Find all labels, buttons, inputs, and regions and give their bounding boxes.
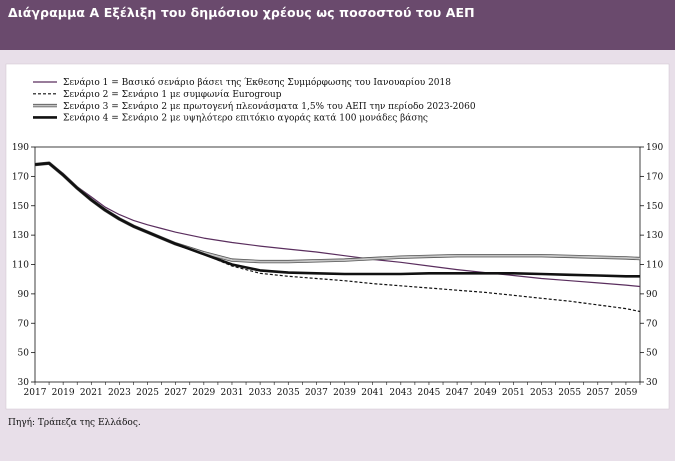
y-tick-label-right: 50 bbox=[646, 349, 658, 359]
y-tick-label-left: 170 bbox=[12, 172, 29, 182]
x-tick-label: 2021 bbox=[80, 388, 103, 398]
title-bar: Διάγραμμα Α Εξέλιξη του δημόσιου χρέους … bbox=[0, 0, 675, 50]
x-tick-label: 2059 bbox=[614, 388, 637, 398]
x-tick-label: 2057 bbox=[586, 388, 609, 398]
x-tick-label: 2043 bbox=[389, 388, 412, 398]
y-tick-label-right: 130 bbox=[646, 231, 663, 241]
x-tick-label: 2053 bbox=[530, 388, 553, 398]
x-tick-label: 2017 bbox=[24, 388, 47, 398]
y-tick-label-right: 70 bbox=[646, 319, 658, 329]
x-tick-label: 2019 bbox=[52, 388, 75, 398]
legend: Σενάριο 1 = Βασικό σενάριο βάσει της Έκθ… bbox=[33, 77, 476, 124]
y-tick-label-left: 90 bbox=[18, 290, 30, 300]
x-tick-label: 2049 bbox=[474, 388, 497, 398]
y-tick-label-left: 130 bbox=[12, 231, 29, 241]
source-note: Πηγή: Τράπεζα της Ελλάδος. bbox=[8, 418, 141, 428]
series-line-1 bbox=[34, 162, 641, 288]
x-tick-label: 2035 bbox=[277, 388, 300, 398]
y-tick-label-right: 150 bbox=[646, 202, 663, 212]
x-tick-label: 2031 bbox=[221, 388, 244, 398]
y-tick-label-left: 190 bbox=[12, 143, 29, 153]
axes: 30 30 50 50 70 70 90 90 110 110 130 130 150 150 170 170… bbox=[12, 143, 664, 398]
x-tick-label: 2033 bbox=[249, 388, 272, 398]
x-tick-label: 2051 bbox=[502, 388, 525, 398]
y-tick-label-right: 90 bbox=[646, 290, 658, 300]
x-tick-label: 2041 bbox=[361, 388, 384, 398]
x-tick-label: 2037 bbox=[305, 388, 328, 398]
y-tick-label-left: 50 bbox=[18, 349, 30, 359]
x-tick-label: 2027 bbox=[164, 388, 187, 398]
y-tick-label-right: 190 bbox=[646, 143, 663, 153]
y-tick-label-left: 70 bbox=[18, 319, 30, 329]
x-tick-label: 2023 bbox=[108, 388, 131, 398]
x-tick-label: 2039 bbox=[333, 388, 356, 398]
legend-label-2: Σενάριο 2 = Σενάριο 1 με συμφωνία Eurogr… bbox=[63, 89, 282, 100]
x-tick-label: 2055 bbox=[558, 388, 581, 398]
series-line-4 bbox=[34, 161, 640, 278]
legend-label-1: Σενάριο 1 = Βασικό σενάριο βάσει της Έκθ… bbox=[63, 77, 451, 88]
chart-panel bbox=[5, 63, 670, 410]
legend-label-4: Σενάριο 4 = Σενάριο 2 με υψηλότερο επιτό… bbox=[63, 113, 428, 124]
series-lines bbox=[34, 161, 641, 313]
x-tick-label: 2047 bbox=[446, 388, 469, 398]
y-tick-label-right: 110 bbox=[646, 261, 663, 271]
y-tick-label-left: 150 bbox=[12, 202, 29, 212]
legend-label-3: Σενάριο 3 = Σενάριο 2 με πρωτογενή πλεον… bbox=[63, 101, 476, 112]
x-tick-label: 2025 bbox=[136, 388, 159, 398]
chart-title: Διάγραμμα Α Εξέλιξη του δημόσιου χρέους … bbox=[8, 5, 475, 20]
x-tick-label: 2045 bbox=[418, 388, 441, 398]
y-tick-label-left: 30 bbox=[18, 378, 30, 388]
x-tick-label: 2029 bbox=[192, 388, 215, 398]
y-tick-label-right: 170 bbox=[646, 172, 663, 182]
y-tick-label-left: 110 bbox=[12, 261, 29, 271]
y-tick-label-right: 30 bbox=[646, 378, 658, 388]
